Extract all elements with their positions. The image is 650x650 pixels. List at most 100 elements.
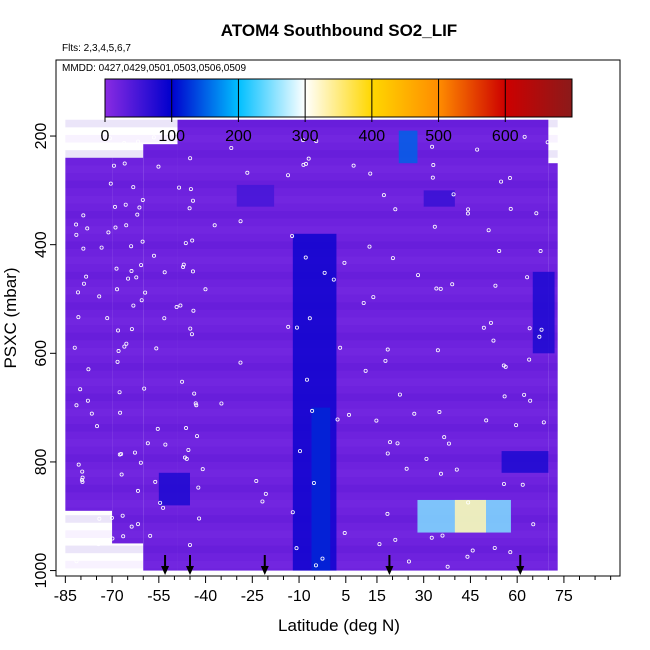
sample-point <box>286 324 291 329</box>
sample-point <box>484 418 489 423</box>
sample-point <box>393 207 398 212</box>
sample-point <box>286 173 291 178</box>
profile-markers <box>161 555 525 575</box>
sample-point <box>522 392 527 397</box>
sample-point <box>80 469 85 474</box>
enhanced-region <box>454 499 487 533</box>
sample-point <box>493 283 498 288</box>
sample-point <box>492 545 497 550</box>
sample-point <box>335 417 340 422</box>
sample-point <box>122 344 127 349</box>
sample-point <box>181 265 186 270</box>
flights-note: Flts: 2,3,4,5,6,7 <box>62 43 131 54</box>
y-tick-label: 1000 <box>33 553 50 589</box>
x-tick-label: 30 <box>415 588 433 605</box>
profile-marker-head <box>260 566 269 575</box>
sample-point <box>116 328 121 333</box>
sample-point <box>193 401 198 406</box>
sample-point <box>190 198 195 203</box>
x-axis-label: Latitude (deg N) <box>278 616 400 635</box>
sample-point <box>434 286 439 291</box>
sample-point <box>131 185 136 190</box>
sample-point <box>502 394 507 399</box>
sample-point <box>431 163 436 168</box>
sample-point <box>377 542 382 547</box>
x-tick-label: 45 <box>462 588 480 605</box>
sample-point <box>367 244 372 249</box>
sample-point <box>97 516 102 521</box>
sample-point <box>390 256 395 261</box>
sample-point <box>112 204 117 209</box>
sample-point <box>351 163 356 168</box>
field-band <box>65 210 558 219</box>
sample-point <box>503 364 508 369</box>
sample-point <box>188 326 193 331</box>
sample-point <box>545 140 550 145</box>
sample-point <box>488 320 493 325</box>
sample-point <box>194 403 199 408</box>
profile-marker-head <box>161 566 170 575</box>
sample-point <box>534 211 539 216</box>
sample-point <box>538 249 543 254</box>
sample-point <box>537 334 542 339</box>
x-tick-label: -70 <box>101 588 124 605</box>
sample-point <box>260 499 265 504</box>
x-tick-label: -85 <box>54 588 77 605</box>
sample-point <box>163 442 168 447</box>
sample-point <box>181 262 186 267</box>
profile-marker-head <box>516 566 525 575</box>
sample-point <box>385 451 390 456</box>
sample-point <box>129 327 134 332</box>
colorbar-tick-label: 400 <box>359 128 386 145</box>
sample-point <box>156 164 161 169</box>
sample-point <box>124 223 129 228</box>
sample-point <box>301 162 306 167</box>
sample-point <box>119 451 124 456</box>
sample-point <box>155 426 160 431</box>
sample-point <box>186 447 191 452</box>
sample-point <box>111 163 116 168</box>
colorbar-tick-label: 0 <box>101 128 110 145</box>
sample-point <box>200 467 205 472</box>
sample-points <box>72 134 550 569</box>
sample-point <box>368 171 373 176</box>
sample-point <box>178 303 183 308</box>
sample-point <box>435 348 440 353</box>
sample-point <box>527 357 532 362</box>
sample-point <box>122 140 127 145</box>
sample-point <box>97 294 102 299</box>
sample-point <box>135 488 140 493</box>
sample-point <box>429 535 434 540</box>
enhanced-region <box>398 130 418 164</box>
plot-frame <box>55 59 621 577</box>
sample-point <box>74 232 79 237</box>
sample-point <box>304 377 309 382</box>
field-band <box>65 119 558 128</box>
sample-point <box>383 358 388 363</box>
x-axis: -85 -70 -55 -40 -25 -10 5 15 30 45 60 75 <box>54 576 612 605</box>
x-tick-label: 75 <box>555 588 573 605</box>
sample-point <box>120 513 125 518</box>
sample-point <box>290 510 295 515</box>
sample-point <box>371 295 376 300</box>
sample-point <box>406 559 411 564</box>
sample-point <box>263 491 268 496</box>
sample-point <box>466 207 471 212</box>
field-band <box>65 180 558 189</box>
colorbar: 0 100 200 300 400 500 600 <box>101 78 573 145</box>
sample-point <box>174 305 179 310</box>
sample-point <box>388 440 393 445</box>
sample-point <box>197 516 202 521</box>
sample-point <box>184 426 189 431</box>
sample-point <box>140 239 145 244</box>
sample-point <box>138 460 143 465</box>
sample-point <box>440 533 445 538</box>
sample-point <box>154 346 159 351</box>
sample-point <box>142 386 147 391</box>
sample-point <box>338 345 343 350</box>
sample-point <box>539 327 544 332</box>
sample-point <box>126 276 131 281</box>
sample-point <box>121 534 126 539</box>
sample-point <box>162 316 167 321</box>
sample-point <box>430 144 435 149</box>
